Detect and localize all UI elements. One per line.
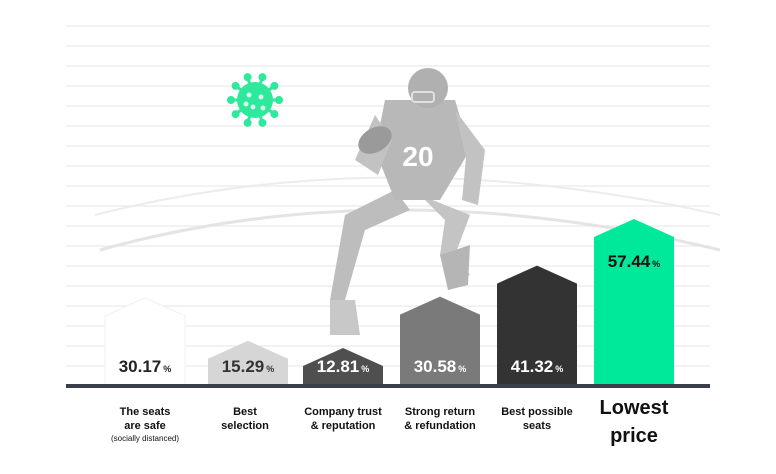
bar [303, 347, 383, 385]
bar-value-label: 15.29% [222, 357, 275, 376]
bar-value-label: 12.81% [317, 357, 370, 376]
bar-value-label: 30.17% [119, 357, 172, 376]
bar [497, 265, 577, 385]
bar [594, 219, 674, 385]
x-axis-baseline [66, 384, 710, 388]
virus-icon [227, 73, 283, 127]
category-label: Lowest price [599, 397, 669, 447]
bar-value-label: 41.32% [511, 357, 564, 376]
bar-value-label: 57.44% [608, 252, 661, 271]
jersey-number: 20 [402, 141, 433, 172]
bar-value-label: 30.58% [414, 357, 467, 376]
category-label: The seats are safe (socially distanced) [110, 406, 180, 443]
category-label: Company trust & reputation [304, 406, 382, 432]
category-label: Strong return & refundation [404, 406, 476, 432]
bar [400, 296, 480, 385]
bar-series: 30.17% 15.29% 12.81% 30.58% 41.32 % 57.44% [104, 219, 674, 386]
category-label: Best selection [221, 406, 269, 432]
bar [208, 340, 288, 385]
football-player-illustration [94, 68, 721, 335]
category-label: Best possible seats [501, 406, 573, 432]
